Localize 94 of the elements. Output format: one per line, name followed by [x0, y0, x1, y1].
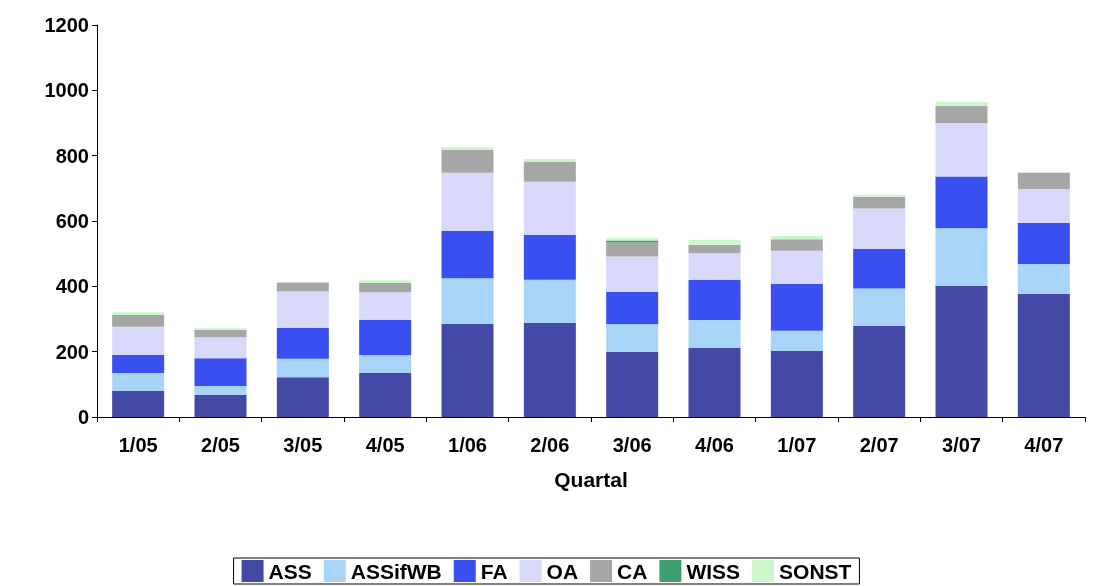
- y-tick-label: 600: [55, 210, 89, 232]
- bar: [935, 285, 988, 417]
- bar: [688, 253, 741, 280]
- bar: [441, 323, 494, 417]
- y-tick-label: 400: [55, 275, 89, 298]
- bar: [770, 330, 823, 351]
- bar: [523, 322, 576, 417]
- x-tick-label: 2/06: [530, 434, 570, 456]
- x-tick-label: 1/05: [118, 434, 158, 456]
- bar: [606, 291, 659, 325]
- bar: [853, 208, 906, 249]
- bar: [194, 395, 247, 417]
- y-tick-label: 1200: [44, 14, 89, 36]
- y-tick-label: 200: [55, 340, 89, 363]
- x-tick-label: 4/05: [365, 434, 405, 456]
- bar: [441, 172, 494, 231]
- bar: [853, 248, 906, 289]
- bar: [935, 176, 988, 229]
- bar: [359, 372, 412, 417]
- x-tick-label: 4/06: [695, 434, 734, 456]
- x-tick-label: 3/06: [612, 434, 652, 456]
- bar: [770, 350, 823, 417]
- bar: [112, 312, 165, 316]
- bar: [359, 283, 412, 293]
- bar: [112, 390, 165, 417]
- bar: [276, 291, 329, 328]
- bar: [441, 230, 494, 279]
- bar: [276, 327, 329, 359]
- bar: [194, 337, 247, 359]
- bar: [523, 235, 576, 280]
- x-tick-label: 3/07: [942, 434, 981, 456]
- bar: [194, 330, 247, 338]
- bar: [523, 279, 576, 323]
- legend-label: WISS: [686, 559, 741, 583]
- bar: [688, 279, 741, 320]
- y-tick-label: 800: [55, 144, 89, 167]
- bar: [1017, 264, 1070, 294]
- bar: [935, 106, 988, 123]
- bar: [606, 324, 659, 352]
- bar: [606, 351, 659, 417]
- bar: [523, 161, 576, 182]
- bar: [770, 250, 823, 285]
- x-axis-title: Quartal: [554, 468, 628, 491]
- bar: [276, 377, 329, 417]
- legend-label: CA: [617, 559, 648, 583]
- x-tick-label: 3/05: [283, 434, 323, 456]
- bar: [853, 325, 906, 417]
- bar: [853, 196, 906, 209]
- bar: [523, 158, 576, 162]
- bar: [441, 150, 494, 173]
- bar: [112, 372, 165, 391]
- bar: [359, 292, 412, 320]
- bar: [1017, 222, 1070, 265]
- bar: [606, 256, 659, 292]
- legend-label: SONST: [779, 559, 852, 583]
- bar: [688, 348, 741, 417]
- bar: [1017, 293, 1070, 417]
- bar: [112, 315, 165, 327]
- bar: [1017, 188, 1070, 223]
- x-tick-label: 2/07: [859, 434, 899, 456]
- bar: [853, 288, 906, 326]
- bar: [112, 354, 165, 373]
- x-tick-label: 4/07: [1024, 434, 1064, 456]
- bar: [194, 385, 247, 396]
- x-tick-label: 2/05: [201, 434, 240, 456]
- bar: [770, 284, 823, 331]
- legend-label: FA: [480, 559, 508, 583]
- bar: [276, 282, 329, 292]
- bar: [112, 326, 165, 355]
- bar: [1017, 172, 1070, 189]
- legend-label: ASS: [268, 559, 312, 583]
- y-tick-label: 0: [77, 406, 89, 428]
- bar: [935, 102, 988, 107]
- bar: [359, 280, 412, 284]
- bar: [276, 358, 329, 378]
- bar: [770, 236, 823, 240]
- bar: [359, 355, 412, 373]
- bar: [606, 242, 659, 257]
- bar: [688, 239, 741, 245]
- bar: [359, 319, 412, 356]
- bar: [688, 244, 741, 254]
- bar: [441, 147, 494, 151]
- legend-label: ASSifWB: [350, 559, 442, 583]
- legend-label: OA: [546, 559, 579, 583]
- bar: [688, 319, 741, 349]
- bar: [935, 228, 988, 286]
- bar: [441, 278, 494, 324]
- bar: [194, 358, 247, 386]
- x-tick-label: 1/07: [777, 434, 817, 456]
- bar: [523, 181, 576, 236]
- bar: [770, 239, 823, 251]
- y-tick-label: 1000: [44, 79, 89, 102]
- x-tick-label: 1/06: [448, 434, 487, 456]
- bar: [935, 123, 988, 177]
